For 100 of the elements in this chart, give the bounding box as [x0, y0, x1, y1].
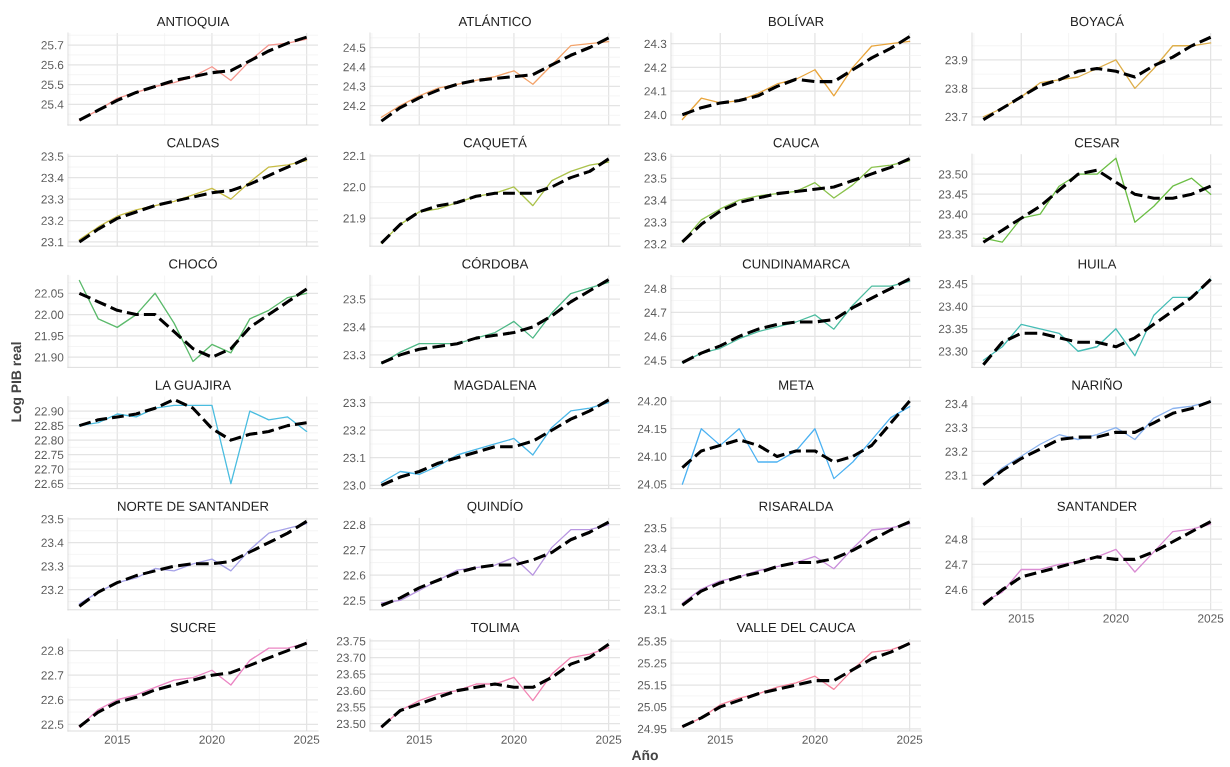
y-tick-label: 21.90 [34, 353, 64, 362]
y-tick-label: 22.65 [34, 479, 64, 489]
chart-title: CAQUETÁ [463, 135, 527, 150]
chart-title: BOYACÁ [1071, 14, 1124, 27]
y-tick-label: 24.10 [637, 452, 667, 461]
y-tick-label: 23.1 [41, 237, 64, 247]
line-series [77, 397, 309, 442]
y-tick-label: 23.2 [41, 585, 64, 595]
y-tick-label: 25.6 [41, 60, 64, 70]
y-tick-label: 22.8 [343, 520, 366, 530]
y-tick-label: 23.5 [41, 152, 64, 161]
y-tick-label: 23.4 [41, 173, 64, 183]
x-axis-title: Año [631, 750, 658, 761]
y-tick-label: 24.8 [644, 284, 667, 293]
y-tick-label: 23.9 [945, 56, 968, 65]
chart-title: VALLE DEL CAUCA [736, 622, 856, 633]
y-tick-label: 24.1 [644, 87, 667, 96]
y-tick-label: 23.60 [336, 686, 366, 696]
y-tick-label: 23.4 [945, 399, 968, 409]
y-tick-label: 24.95 [637, 724, 667, 734]
chart-title: ANTIOQUIA [156, 16, 230, 29]
y-tick-label: 23.30 [938, 347, 968, 356]
y-tick-label: 22.90 [34, 407, 64, 416]
y-tick-label: 24.5 [343, 43, 366, 52]
x-tick-label: 2015 [104, 735, 130, 744]
y-tick-label: 23.3 [343, 350, 366, 360]
y-tick-label: 22.0 [343, 182, 366, 192]
y-tick-label: 23.0 [343, 481, 366, 490]
y-tick-label: 23.5 [41, 515, 64, 524]
y-tick-label: 23.2 [41, 216, 64, 225]
y-tick-label: 23.2 [644, 240, 667, 249]
y-tick-label: 24.5 [644, 356, 667, 365]
chart-title: CUNDINAMARCA [742, 259, 850, 269]
x-tick-label: 2020 [1103, 614, 1129, 623]
y-tick-label: 24.3 [343, 82, 366, 91]
chart-title: NORTE DE SANTANDER [118, 501, 269, 511]
y-tick-label: 21.95 [34, 331, 64, 341]
y-tick-label: 22.1 [343, 151, 366, 161]
y-tick-label: 23.35 [938, 324, 968, 334]
y-tick-label: 23.6 [644, 152, 667, 161]
y-tick-label: 23.4 [343, 323, 366, 332]
y-tick-label: 23.40 [938, 210, 968, 219]
y-tick-label: 24.0 [644, 110, 667, 120]
y-tick-label: 24.05 [637, 480, 667, 489]
chart-title: LA GUAJIRA [155, 380, 232, 390]
y-tick-label: 24.2 [343, 101, 366, 110]
chart-title: ATLÁNTICO [458, 14, 531, 27]
x-tick-label: 2025 [897, 735, 923, 744]
y-tick-label: 22.85 [34, 421, 64, 431]
y-tick-label: 22.5 [343, 596, 366, 605]
y-tick-label: 23.5 [644, 174, 667, 183]
chart-title: CÓRDOBA [462, 257, 529, 269]
y-tick-label: 23.45 [938, 279, 968, 289]
y-tick-label: 22.05 [34, 289, 64, 298]
y-tick-label: 23.1 [945, 471, 968, 480]
chart-title: CAUCA [773, 138, 820, 148]
y-tick-label: 23.4 [41, 538, 64, 547]
y-tick-label: 24.6 [644, 332, 667, 341]
x-tick-label: 2020 [199, 735, 225, 744]
y-tick-label: 24.20 [637, 397, 667, 406]
x-tick-label: 2025 [596, 735, 622, 744]
chart-title: CESAR [1074, 138, 1120, 148]
y-tick-label: 23.3 [945, 423, 968, 432]
y-tick-label: 25.4 [41, 100, 64, 109]
y-tick-label: 23.1 [343, 453, 366, 463]
line-series [982, 400, 1212, 486]
chart-title: MAGDALENA [454, 380, 537, 390]
y-tick-label: 25.05 [637, 702, 667, 712]
y-tick-label: 24.8 [945, 535, 968, 544]
y-tick-label: 23.40 [938, 302, 968, 311]
y-tick-label: 24.2 [644, 63, 667, 72]
y-tick-label: 24.4 [343, 62, 366, 72]
y-tick-label: 24.7 [644, 308, 667, 317]
y-tick-label: 25.15 [637, 681, 667, 690]
y-axis-title: Log PIB real [10, 342, 24, 422]
y-tick-label: 23.65 [336, 670, 366, 679]
y-tick-label: 24.15 [637, 424, 667, 434]
chart-title: META [779, 380, 814, 390]
chart-title: NARIÑO [1072, 378, 1123, 390]
chart-title: HUILA [1078, 259, 1117, 269]
y-tick-label: 25.7 [41, 41, 64, 50]
chart-title: SANTANDER [1057, 501, 1137, 511]
line-series [681, 642, 911, 728]
y-tick-label: 23.3 [644, 218, 667, 227]
x-tick-label: 2020 [501, 735, 527, 744]
chart-title: SUCRE [170, 622, 216, 633]
y-tick-label: 22.70 [34, 465, 64, 474]
x-tick-label: 2015 [707, 735, 733, 744]
y-tick-label: 23.3 [41, 562, 64, 571]
y-tick-label: 22.6 [41, 695, 64, 705]
y-tick-label: 23.75 [336, 637, 366, 646]
y-tick-label: 23.7 [945, 112, 968, 122]
y-tick-label: 24.3 [644, 39, 667, 49]
chart-title: CHOCÓ [169, 257, 217, 269]
y-tick-label: 23.3 [343, 398, 366, 408]
y-tick-label: 22.7 [343, 545, 366, 555]
y-tick-label: 23.70 [336, 653, 366, 662]
y-tick-label: 22.75 [34, 450, 64, 460]
y-tick-label: 23.3 [41, 195, 64, 204]
y-tick-label: 22.00 [34, 310, 64, 319]
